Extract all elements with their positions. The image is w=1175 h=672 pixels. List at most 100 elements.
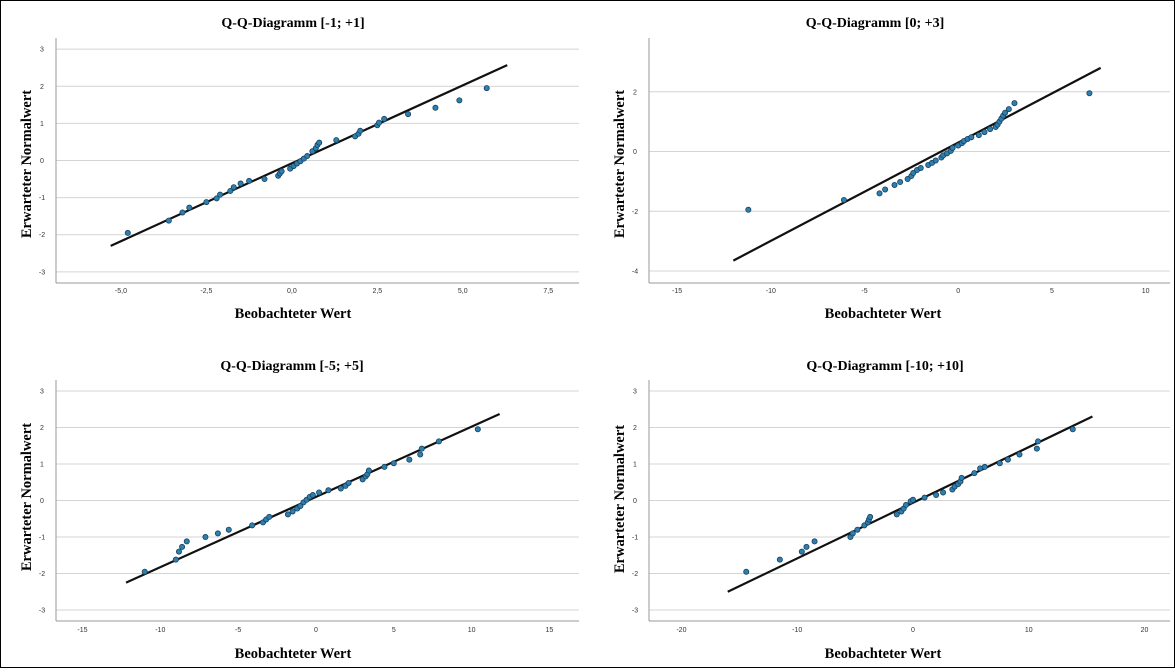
data-point xyxy=(745,206,752,213)
data-point xyxy=(958,474,965,481)
data-point xyxy=(940,489,947,496)
y-tick-label: -1 xyxy=(39,195,45,202)
data-point xyxy=(981,129,988,136)
y-tick-label: 2 xyxy=(40,425,44,432)
data-point xyxy=(932,157,939,164)
chart-title: Q-Q-Diagramm [-10; +10] xyxy=(806,359,963,374)
y-tick-label: -1 xyxy=(39,535,45,542)
x-tick-label: 10 xyxy=(1142,288,1150,295)
y-tick-label: 1 xyxy=(633,461,637,468)
data-point xyxy=(987,126,994,133)
y-tick-label: 0 xyxy=(40,498,44,505)
data-point xyxy=(309,492,316,499)
y-tick-label: 2 xyxy=(633,89,637,96)
data-point xyxy=(1005,106,1012,113)
data-point xyxy=(165,217,172,224)
data-point xyxy=(179,209,186,216)
data-point xyxy=(803,543,810,550)
data-point xyxy=(183,538,190,545)
y-tick-label: 0 xyxy=(40,158,44,165)
x-tick-label: 2,5 xyxy=(372,288,382,295)
data-point xyxy=(289,508,296,515)
qq-panel-2: -4 -2 0 2 -15 -10 -5 0 5 10 Q-Q-Diagramm [0; +3] Be… xyxy=(612,16,1170,322)
data-point xyxy=(418,445,425,452)
data-point xyxy=(214,530,221,537)
x-tick-label: 5 xyxy=(392,627,396,634)
x-axis-label: Beobachteter Wert xyxy=(825,306,942,322)
x-tick-label: 0,0 xyxy=(287,288,297,295)
data-point xyxy=(266,513,273,520)
data-point xyxy=(1004,456,1011,463)
y-tick-label: 2 xyxy=(633,425,637,432)
data-point xyxy=(325,487,332,494)
data-point xyxy=(179,543,186,550)
chart-title: Q-Q-Diagramm [0; +3] xyxy=(806,16,945,31)
data-point xyxy=(345,479,352,486)
data-point xyxy=(172,556,179,563)
x-tick-label: -5 xyxy=(235,627,241,634)
y-tick-label: 0 xyxy=(633,149,637,156)
data-point xyxy=(284,511,291,518)
data-point xyxy=(971,470,978,477)
data-point xyxy=(357,127,364,134)
data-point xyxy=(897,179,904,186)
data-point xyxy=(278,168,285,175)
y-axis-label: Erwarteter Normalwert xyxy=(612,90,628,238)
data-point xyxy=(175,548,182,555)
data-point xyxy=(337,485,344,492)
data-point xyxy=(933,492,940,499)
data-point xyxy=(304,153,311,160)
data-point xyxy=(316,139,323,146)
data-point xyxy=(406,456,413,463)
qq-panel-1: -3 -2 -1 0 1 2 3 -5,0 -2,5 0,0 2,5 5,0 7,5 Q-Q-Diagra… xyxy=(19,16,579,322)
x-tick-label: 10 xyxy=(468,627,476,634)
y-tick-label: -3 xyxy=(39,269,45,276)
data-point xyxy=(917,164,924,171)
x-axis-label: Beobachteter Wert xyxy=(235,646,352,662)
x-tick-label: 10 xyxy=(1025,627,1033,634)
x-tick-label: -5 xyxy=(861,288,867,295)
data-point xyxy=(867,513,874,520)
data-point xyxy=(432,104,439,111)
y-axis-label: Erwarteter Normalwert xyxy=(612,425,628,573)
x-axis-label: Beobachteter Wert xyxy=(825,646,942,662)
data-point xyxy=(921,494,928,501)
data-point xyxy=(840,196,847,203)
x-axis-label: Beobachteter Wert xyxy=(235,306,352,322)
data-point xyxy=(909,496,916,503)
y-tick-label: -3 xyxy=(39,608,45,615)
data-point xyxy=(213,195,220,202)
x-tick-label: 0 xyxy=(956,288,960,295)
y-axis-label: Erwarteter Normalwert xyxy=(19,423,35,571)
y-tick-label: 1 xyxy=(40,121,44,128)
data-point xyxy=(1069,426,1076,433)
data-point xyxy=(261,176,268,183)
x-tick-label: -5,0 xyxy=(115,288,127,295)
data-point xyxy=(316,489,323,496)
y-tick-label: -1 xyxy=(632,535,638,542)
x-tick-label: -15 xyxy=(672,288,682,295)
x-tick-label: 0 xyxy=(314,627,318,634)
reference-line xyxy=(732,66,1102,262)
x-tick-label: 20 xyxy=(1141,627,1149,634)
y-tick-label: -2 xyxy=(632,571,638,578)
data-point xyxy=(333,137,340,144)
data-point xyxy=(417,451,424,458)
x-tick-label: 5 xyxy=(1050,288,1054,295)
data-point xyxy=(246,177,253,184)
data-point xyxy=(141,568,148,575)
data-point xyxy=(854,526,861,533)
data-point xyxy=(390,460,397,467)
x-tick-label: 0 xyxy=(911,627,915,634)
data-point xyxy=(949,144,956,151)
data-point xyxy=(893,511,900,518)
y-tick-label: -3 xyxy=(632,608,638,615)
chart-title: Q-Q-Diagramm [-5; +5] xyxy=(220,359,363,374)
data-point xyxy=(743,568,750,575)
data-point xyxy=(968,134,975,141)
data-point xyxy=(237,180,244,187)
data-point xyxy=(1002,109,1009,116)
